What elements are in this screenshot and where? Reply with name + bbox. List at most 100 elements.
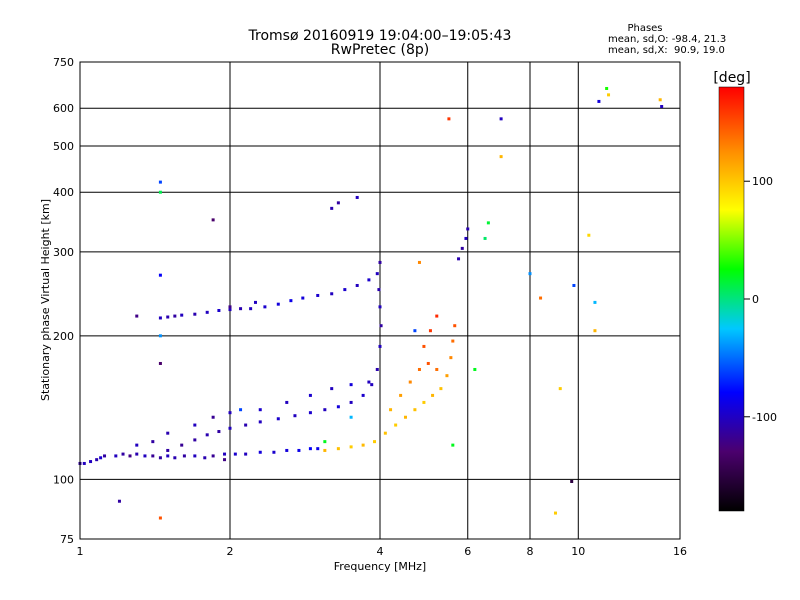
phases-o-line: mean, sd,O: -98.4, 21.3 [608, 34, 726, 45]
data-point [258, 408, 262, 412]
data-point [193, 438, 197, 442]
data-point [297, 448, 301, 452]
data-point [128, 454, 132, 458]
data-point [330, 206, 334, 210]
data-point [263, 305, 267, 309]
data-point [228, 308, 232, 312]
data-point [285, 448, 289, 452]
data-point [373, 440, 377, 444]
data-point [349, 383, 353, 387]
data-point [316, 447, 320, 451]
data-point [336, 405, 340, 409]
data-point [193, 312, 197, 316]
data-point [166, 454, 170, 458]
data-point [367, 278, 371, 282]
data-point [158, 361, 162, 365]
data-point [180, 443, 184, 447]
data-point [135, 452, 139, 456]
y-tick-label: 200 [53, 330, 74, 343]
data-point [445, 374, 449, 378]
y-tick-label: 750 [53, 56, 74, 69]
data-point [239, 408, 243, 412]
data-point [158, 273, 162, 277]
y-tick-label: 100 [53, 473, 74, 486]
data-point [228, 426, 232, 430]
colorbar [718, 86, 745, 512]
data-point [276, 302, 280, 306]
data-point [367, 380, 371, 384]
data-point [301, 296, 305, 300]
data-point [258, 450, 262, 454]
data-point [593, 329, 597, 333]
data-point [228, 411, 232, 415]
data-point [239, 307, 243, 311]
data-point [180, 313, 184, 317]
data-point [378, 260, 382, 264]
y-tick-label: 300 [53, 246, 74, 259]
data-point [244, 452, 248, 456]
data-point [457, 257, 461, 261]
y-tick-label: 400 [53, 186, 74, 199]
y-tick-label: 500 [53, 140, 74, 153]
colorbar-tick-label: 0 [752, 293, 759, 306]
x-tick-label: 6 [464, 545, 471, 558]
data-point [403, 415, 407, 419]
data-point [223, 452, 227, 456]
data-point [117, 499, 121, 503]
data-point [158, 334, 162, 338]
data-point [293, 414, 297, 418]
data-point [413, 408, 417, 412]
data-point [499, 155, 503, 159]
x-tick-label: 16 [673, 545, 687, 558]
data-point [572, 283, 576, 287]
data-point [355, 195, 359, 199]
data-point [103, 454, 107, 458]
data-point [658, 98, 662, 102]
data-point [276, 417, 280, 421]
data-point [460, 246, 464, 250]
data-point [99, 456, 103, 460]
data-point [89, 460, 93, 464]
data-point [431, 393, 435, 397]
data-point [203, 456, 207, 460]
data-point [211, 415, 215, 419]
data-point [593, 300, 597, 304]
data-point [173, 314, 177, 318]
data-point [135, 314, 139, 318]
x-tick-label: 2 [227, 545, 234, 558]
data-point [244, 423, 248, 427]
y-tick-label: 75 [60, 533, 74, 546]
data-point [349, 445, 353, 449]
data-point [570, 479, 574, 483]
data-point [253, 300, 257, 304]
data-point [349, 415, 353, 419]
data-point [82, 461, 86, 465]
phases-x-line: mean, sd,X: 90.9, 19.0 [608, 45, 725, 56]
x-tick-label: 4 [377, 545, 384, 558]
data-point [182, 454, 186, 458]
data-point [95, 458, 99, 462]
data-point [217, 308, 221, 312]
y-axis-label: Stationary phase Virtual Height [km] [39, 199, 52, 401]
data-point [205, 433, 209, 437]
data-point [451, 339, 455, 343]
data-point [389, 408, 393, 412]
data-point [439, 387, 443, 391]
data-point [428, 329, 432, 333]
data-point [330, 292, 334, 296]
data-point [375, 272, 379, 276]
data-point [323, 448, 327, 452]
data-point [143, 454, 147, 458]
data-point [330, 387, 334, 391]
data-point [151, 440, 155, 444]
data-point [464, 236, 468, 240]
data-point [211, 218, 215, 222]
data-point [449, 356, 453, 360]
colorbar-tick-label: 100 [752, 175, 773, 188]
data-point [587, 233, 591, 237]
data-point [408, 380, 412, 384]
data-point [528, 272, 532, 276]
data-point [158, 316, 162, 320]
grid [80, 62, 680, 539]
